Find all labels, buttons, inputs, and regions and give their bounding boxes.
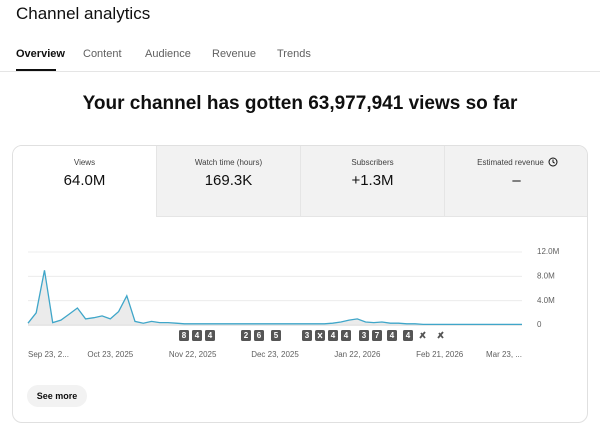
- badge-box: [387, 330, 397, 341]
- x-tick-label: Feb 21, 2026: [416, 350, 464, 359]
- x-tick-label: Mar 23, ...: [486, 350, 522, 359]
- badge-label: 7: [375, 331, 380, 340]
- badge-box: [328, 330, 338, 341]
- page-title: Channel analytics: [16, 4, 151, 23]
- y-tick-label: 0: [537, 320, 542, 329]
- marker-badge[interactable]: 4: [205, 330, 215, 341]
- marker-badge[interactable]: 3: [359, 330, 369, 341]
- line-series: [27, 270, 522, 326]
- tab[interactable]: Overview: [16, 48, 65, 60]
- metric-label: Views: [73, 158, 96, 167]
- tab[interactable]: Revenue: [212, 48, 257, 60]
- metric-value: 169.3K: [204, 172, 253, 189]
- marker-badge[interactable]: 4: [192, 330, 202, 341]
- shorts-icon: [436, 330, 446, 341]
- x-tick-label: Oct 23, 2025: [87, 350, 133, 359]
- y-tick-label: 4.0M: [537, 296, 555, 305]
- marker-badge[interactable]: 7: [372, 330, 382, 341]
- metric-label: Estimated revenue: [477, 158, 544, 167]
- marker-badge[interactable]: 4: [328, 330, 338, 341]
- badge-box: [241, 330, 251, 341]
- badge-label: 4: [390, 331, 395, 340]
- y-tick-label: 12.0M: [537, 247, 560, 256]
- metric[interactable]: Subscribers +1.3M: [300, 146, 444, 217]
- badge-label: 6: [257, 331, 262, 340]
- metric[interactable]: Estimated revenue –: [444, 146, 587, 217]
- marker-badge[interactable]: 4: [403, 330, 413, 341]
- see-more-button[interactable]: See more: [27, 385, 87, 407]
- marker-badge[interactable]: 4: [341, 330, 351, 341]
- metric-value: –: [512, 172, 521, 189]
- marker-badge[interactable]: 5: [271, 330, 281, 341]
- badge-label: 4: [331, 331, 336, 340]
- shorts-icon: [418, 330, 428, 341]
- badge-box: [254, 330, 264, 341]
- badge-box: [205, 330, 215, 341]
- badge-box: [403, 330, 413, 341]
- tab-underline: [16, 69, 56, 71]
- marker-badge[interactable]: 4: [387, 330, 397, 341]
- metric-label: Subscribers: [351, 158, 394, 167]
- badge-label: 5: [274, 331, 279, 340]
- clock-icon: [548, 157, 558, 167]
- metric[interactable]: Views 64.0M: [13, 146, 156, 216]
- badge-label: 3: [305, 331, 310, 340]
- badge-label: 4: [344, 331, 349, 340]
- badge-label: 4: [208, 331, 213, 340]
- marker-badge[interactable]: 6: [254, 330, 264, 341]
- badge-label: 4: [406, 331, 411, 340]
- x-tick-label: Jan 22, 2026: [334, 350, 381, 359]
- metric-label: Watch time (hours): [194, 158, 263, 167]
- marker-badge[interactable]: 8: [179, 330, 189, 341]
- x-tick-label: Dec 23, 2025: [251, 350, 299, 359]
- shorts-icon: [315, 330, 325, 341]
- metric[interactable]: Watch time (hours) 169.3K: [156, 146, 300, 217]
- badge-box: [302, 330, 312, 341]
- badge-box: [179, 330, 189, 341]
- badge-box: [372, 330, 382, 341]
- tab[interactable]: Content: [83, 48, 122, 60]
- badge-box: [271, 330, 281, 341]
- metric-value: 64.0M: [63, 172, 106, 189]
- badge-box: [359, 330, 369, 341]
- badge-label: 4: [195, 331, 200, 340]
- badge-label: 2: [244, 331, 249, 340]
- badge-box: [341, 330, 351, 341]
- card: Views 64.0M Watch time (hours) 169.3K Subs…: [12, 145, 588, 423]
- x-tick-label: Nov 22, 2025: [169, 350, 217, 359]
- metric-value: +1.3M: [351, 172, 394, 189]
- badge-label: 3: [362, 331, 367, 340]
- x-tick-label: Sep 23, 2...: [28, 350, 69, 359]
- marker-badge[interactable]: 2: [241, 330, 251, 341]
- badge-box: [192, 330, 202, 341]
- tab[interactable]: Audience: [145, 48, 191, 60]
- tab[interactable]: Trends: [277, 48, 311, 60]
- divider: [0, 71, 600, 72]
- marker-badge[interactable]: 3: [302, 330, 312, 341]
- area-fill: [28, 270, 522, 325]
- badge-label: 8: [182, 331, 187, 340]
- headline: Your channel has gotten 63,977,941 views…: [82, 93, 518, 114]
- y-tick-label: 8.0M: [537, 271, 555, 280]
